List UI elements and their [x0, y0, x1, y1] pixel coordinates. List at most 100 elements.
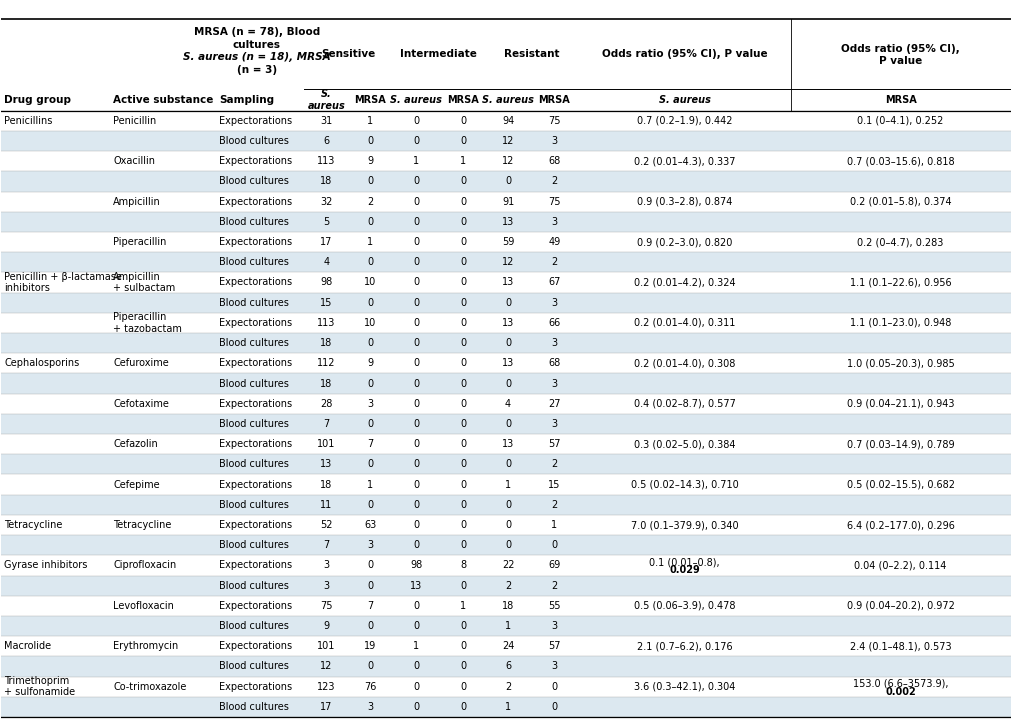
Text: 0: 0: [460, 196, 466, 206]
Text: 0: 0: [412, 459, 419, 469]
Text: 123: 123: [316, 682, 336, 692]
Text: 0: 0: [412, 116, 419, 126]
Text: 0: 0: [460, 237, 466, 247]
Text: 0.9 (0.04–21.1), 0.943: 0.9 (0.04–21.1), 0.943: [846, 399, 953, 409]
Text: 2: 2: [551, 257, 557, 267]
Text: 0.4 (0.02–8.7), 0.577: 0.4 (0.02–8.7), 0.577: [633, 399, 735, 409]
Text: 13: 13: [501, 318, 514, 328]
Text: 5: 5: [323, 217, 330, 227]
Text: 10: 10: [364, 277, 376, 287]
Text: 55: 55: [548, 601, 560, 611]
Text: Blood cultures: Blood cultures: [219, 459, 289, 469]
Text: Sampling: Sampling: [219, 95, 274, 105]
Bar: [1, 414, 1010, 434]
Text: 27: 27: [548, 399, 560, 409]
Text: 1: 1: [551, 520, 557, 530]
Text: 3: 3: [367, 399, 373, 409]
Text: 76: 76: [364, 682, 376, 692]
Text: 0: 0: [367, 136, 373, 146]
Text: 0: 0: [460, 399, 466, 409]
Text: 13: 13: [319, 459, 333, 469]
Text: 0: 0: [460, 297, 466, 308]
Text: 0: 0: [504, 419, 511, 429]
Text: 0: 0: [460, 520, 466, 530]
Text: 0: 0: [412, 318, 419, 328]
Text: 1.1 (0.1–23.0), 0.948: 1.1 (0.1–23.0), 0.948: [849, 318, 950, 328]
Text: 18: 18: [319, 479, 333, 490]
Text: 0.029: 0.029: [668, 565, 700, 575]
Text: 0.002: 0.002: [885, 687, 915, 697]
Text: 0: 0: [460, 540, 466, 550]
Bar: [1, 454, 1010, 474]
Bar: [1, 373, 1010, 393]
Text: 6: 6: [323, 136, 330, 146]
Text: 7: 7: [323, 419, 330, 429]
Text: 0: 0: [367, 500, 373, 510]
Text: 13: 13: [501, 217, 514, 227]
Text: 2: 2: [551, 580, 557, 591]
Bar: [1, 333, 1010, 353]
Text: 0.2 (0.01–4.2), 0.324: 0.2 (0.01–4.2), 0.324: [633, 277, 735, 287]
Bar: [1, 252, 1010, 272]
Text: 0: 0: [460, 419, 466, 429]
Text: 18: 18: [319, 176, 333, 186]
Text: 0: 0: [367, 297, 373, 308]
Text: 2: 2: [504, 682, 511, 692]
Text: Blood cultures: Blood cultures: [219, 378, 289, 388]
Text: 2: 2: [504, 580, 511, 591]
Text: Blood cultures: Blood cultures: [219, 176, 289, 186]
Text: 0: 0: [460, 277, 466, 287]
Text: 75: 75: [548, 116, 560, 126]
Text: Blood cultures: Blood cultures: [219, 500, 289, 510]
Text: S. aureus (n = 18), MRSA: S. aureus (n = 18), MRSA: [183, 53, 331, 63]
Text: S. aureus: S. aureus: [658, 95, 710, 105]
Text: 2: 2: [551, 459, 557, 469]
Bar: [1, 535, 1010, 555]
Text: 0.3 (0.02–5.0), 0.384: 0.3 (0.02–5.0), 0.384: [633, 439, 735, 449]
Text: 0: 0: [460, 641, 466, 651]
Text: 0: 0: [367, 459, 373, 469]
Text: 12: 12: [319, 661, 333, 671]
Text: 0: 0: [367, 217, 373, 227]
Text: 0.5 (0.06–3.9), 0.478: 0.5 (0.06–3.9), 0.478: [633, 601, 735, 611]
Text: 0: 0: [460, 116, 466, 126]
Text: 98: 98: [409, 560, 422, 570]
Text: 91: 91: [501, 196, 514, 206]
Text: 0: 0: [504, 176, 511, 186]
Text: Cefotaxime: Cefotaxime: [113, 399, 169, 409]
Text: 2.1 (0.7–6.2), 0.176: 2.1 (0.7–6.2), 0.176: [636, 641, 732, 651]
Text: 0: 0: [412, 702, 419, 712]
Text: 59: 59: [501, 237, 514, 247]
Text: Expectorations: Expectorations: [219, 682, 292, 692]
Text: 0: 0: [460, 358, 466, 368]
Text: 0: 0: [367, 560, 373, 570]
Text: 0: 0: [504, 520, 511, 530]
Text: Co-trimoxazole: Co-trimoxazole: [113, 682, 187, 692]
Text: 0.2 (0–4.7), 0.283: 0.2 (0–4.7), 0.283: [856, 237, 943, 247]
Text: Cefepime: Cefepime: [113, 479, 160, 490]
Text: 3: 3: [551, 419, 557, 429]
Text: Blood cultures: Blood cultures: [219, 419, 289, 429]
Text: 75: 75: [319, 601, 333, 611]
Text: 0: 0: [460, 136, 466, 146]
Text: 3: 3: [367, 540, 373, 550]
Text: 7: 7: [367, 601, 373, 611]
Text: 3: 3: [551, 378, 557, 388]
Text: Expectorations: Expectorations: [219, 318, 292, 328]
Text: 0: 0: [460, 176, 466, 186]
Text: 0: 0: [460, 621, 466, 631]
Text: 13: 13: [501, 277, 514, 287]
Text: Blood cultures: Blood cultures: [219, 338, 289, 348]
Text: 9: 9: [367, 156, 373, 166]
Text: 0: 0: [412, 661, 419, 671]
Text: 12: 12: [501, 136, 514, 146]
Text: 0: 0: [551, 702, 557, 712]
Text: 0: 0: [367, 661, 373, 671]
Text: 0.5 (0.02–15.5), 0.682: 0.5 (0.02–15.5), 0.682: [846, 479, 953, 490]
Text: 0: 0: [460, 378, 466, 388]
Text: MRSA: MRSA: [447, 95, 478, 105]
Text: Expectorations: Expectorations: [219, 479, 292, 490]
Text: 3: 3: [551, 136, 557, 146]
Text: 0: 0: [504, 459, 511, 469]
Text: Expectorations: Expectorations: [219, 520, 292, 530]
